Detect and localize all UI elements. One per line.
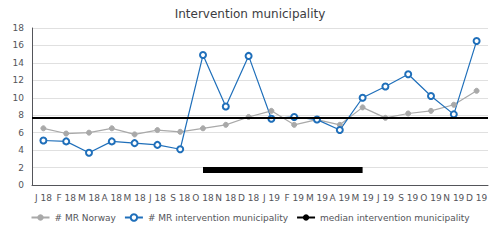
svg-text:14: 14 xyxy=(13,58,25,68)
svg-text:6: 6 xyxy=(18,128,24,138)
svg-text:J 18: J 18 xyxy=(148,193,166,203)
svg-text:N 18: N 18 xyxy=(215,193,236,203)
svg-text:F 18: F 18 xyxy=(56,193,76,203)
svg-text:10: 10 xyxy=(13,93,25,103)
svg-text:M 18: M 18 xyxy=(124,193,146,203)
svg-text:J 19: J 19 xyxy=(376,193,394,203)
svg-text:16: 16 xyxy=(13,40,25,50)
svg-text:M 18: M 18 xyxy=(78,193,100,203)
svg-text:# MR Norway: # MR Norway xyxy=(55,213,117,223)
svg-text:4: 4 xyxy=(18,145,24,155)
svg-text:O 19: O 19 xyxy=(420,193,442,203)
svg-text:D 18: D 18 xyxy=(238,193,260,203)
svg-text:8: 8 xyxy=(18,110,24,120)
svg-text:18: 18 xyxy=(13,23,25,33)
svg-text:S 19: S 19 xyxy=(398,193,418,203)
svg-text:0: 0 xyxy=(18,180,24,190)
svg-text:J 18: J 18 xyxy=(34,193,52,203)
svg-text:# MR intervention municipality: # MR intervention municipality xyxy=(148,213,289,223)
svg-text:M 19: M 19 xyxy=(352,193,374,203)
svg-text:O 18: O 18 xyxy=(192,193,214,203)
svg-text:A 19: A 19 xyxy=(330,193,351,203)
svg-text:M 19: M 19 xyxy=(306,193,328,203)
svg-text:S 18: S 18 xyxy=(170,193,190,203)
svg-text:D 19: D 19 xyxy=(466,193,488,203)
svg-text:2: 2 xyxy=(18,163,24,173)
svg-text:J 19: J 19 xyxy=(262,193,280,203)
svg-text:Intervention municipality: Intervention municipality xyxy=(175,7,326,21)
svg-text:F 19: F 19 xyxy=(284,193,304,203)
svg-text:12: 12 xyxy=(13,75,24,85)
svg-text:N 19: N 19 xyxy=(443,193,464,203)
svg-text:median intervention municipali: median intervention municipality xyxy=(320,213,470,223)
svg-text:intervention period: intervention period xyxy=(235,146,331,157)
svg-text:A 18: A 18 xyxy=(102,193,123,203)
